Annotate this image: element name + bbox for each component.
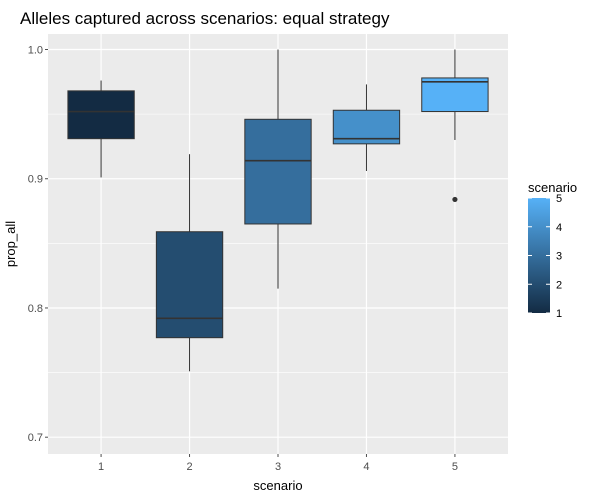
x-tick-label: 4 — [363, 461, 369, 473]
legend: scenario 1 2 3 4 5 — [528, 180, 577, 320]
x-tick-label: 2 — [186, 461, 192, 473]
legend-colorbar — [528, 198, 550, 313]
legend-label: 5 — [556, 193, 562, 205]
x-tick-label: 1 — [98, 461, 104, 473]
box-scenario-4 — [332, 84, 401, 171]
x-tick-label: 3 — [275, 461, 281, 473]
boxes — [67, 49, 489, 372]
box-iqr — [155, 231, 224, 339]
legend-label: 1 — [556, 308, 562, 320]
box-scenario-3 — [244, 49, 312, 289]
legend-label: 2 — [556, 279, 562, 291]
chart-title: Alleles captured across scenarios: equal… — [20, 9, 390, 28]
legend-title: scenario — [528, 180, 577, 195]
box-scenario-2 — [155, 154, 224, 372]
x-axis-title: scenario — [253, 478, 302, 493]
y-axis: 0.7 0.8 0.9 1.0 — [28, 45, 48, 444]
legend-label: 3 — [556, 251, 562, 263]
box-iqr — [67, 90, 135, 140]
box-scenario-1 — [67, 80, 135, 178]
outlier-point — [452, 196, 458, 203]
x-tick-label: 5 — [452, 461, 458, 473]
box-scenario-5 — [421, 49, 489, 203]
legend-label: 4 — [556, 222, 562, 234]
y-tick-label: 0.9 — [28, 174, 43, 186]
y-tick-label: 0.8 — [28, 303, 43, 315]
y-axis-title: prop_all — [3, 221, 18, 267]
x-axis: 1 2 3 4 5 — [98, 454, 458, 473]
box-iqr — [421, 77, 489, 113]
box-iqr — [244, 118, 312, 225]
y-tick-label: 0.7 — [28, 432, 43, 444]
y-tick-label: 1.0 — [28, 45, 43, 57]
